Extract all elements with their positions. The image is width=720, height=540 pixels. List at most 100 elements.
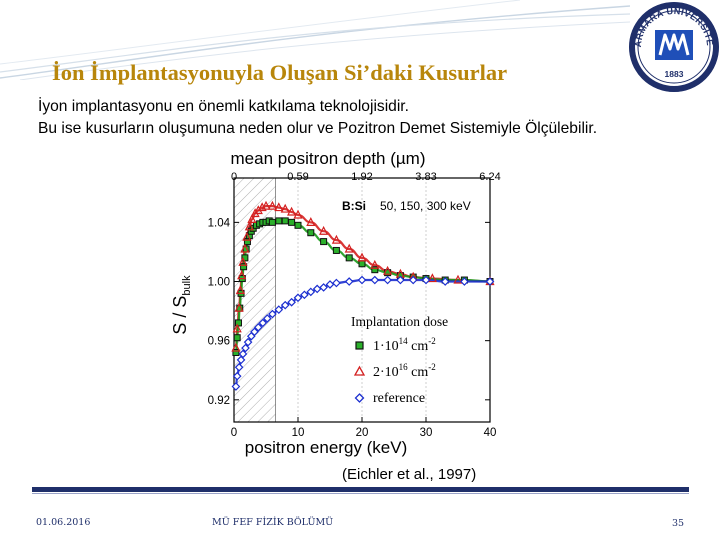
data-point-reference [421, 275, 431, 285]
y-tick-label: 0.92 [208, 395, 230, 407]
legend-label-2: 2·1016 cm-2 [373, 362, 436, 380]
data-point-reference [344, 277, 354, 286]
data-point-reference [231, 382, 241, 391]
x-tick-label: 30 [420, 427, 433, 439]
legend-marker-diamond [354, 393, 365, 403]
data-point-dose-2e16 [274, 202, 284, 212]
citation: (Eichler et al., 1997) [342, 466, 477, 483]
legend-entry-2: 2·1016 cm-2 [353, 362, 436, 380]
annotation-species: B:Si [342, 199, 366, 213]
data-point-reference [238, 349, 248, 359]
data-point-dose-2e16 [331, 234, 341, 244]
data-point-dose-1e14 [288, 218, 296, 226]
footer-department: MÜ FEF FİZİK BÖLÜMÜ [212, 517, 334, 528]
data-point-dose-2e16 [247, 214, 257, 224]
data-point-dose-2e16 [370, 259, 380, 269]
legend-marker-square [355, 341, 364, 350]
data-point-dose-2e16 [280, 203, 290, 213]
data-point-reference [274, 305, 284, 314]
data-point-dose-2e16 [244, 221, 254, 231]
data-point-reference [312, 284, 322, 294]
x-tick-label: 0 [231, 427, 237, 439]
legend-title: Implantation dose [351, 314, 448, 329]
data-point-reference [241, 343, 250, 353]
data-point-dose-1e14 [294, 221, 302, 229]
data-point-reference [234, 362, 244, 372]
data-point-dose-2e16 [357, 252, 367, 262]
positron-s-parameter-chart: mean positron depth (µm) positron energy… [170, 149, 501, 457]
data-point-reference [232, 371, 242, 381]
data-point-dose-2e16 [238, 256, 248, 266]
data-point-reference [440, 277, 450, 286]
data-point-reference [408, 275, 418, 285]
legend-marker-triangle [353, 365, 366, 376]
data-point-dose-2e16 [383, 265, 393, 275]
top-tick-label: 0.59 [287, 171, 308, 183]
y-tick-label: 0.96 [208, 336, 230, 348]
y-tick-label: 1.00 [208, 277, 230, 289]
data-point-dose-2e16 [287, 206, 297, 216]
annotation-energies: 50, 150, 300 keV [380, 199, 471, 213]
data-point-dose-2e16 [242, 231, 252, 241]
data-point-reference [357, 275, 367, 285]
data-point-reference [319, 283, 328, 292]
data-point-dose-2e16 [232, 323, 242, 333]
data-point-dose-2e16 [319, 225, 329, 235]
data-point-dose-2e16 [427, 273, 437, 283]
data-point-reference [383, 275, 392, 285]
data-point-dose-1e14 [371, 266, 379, 274]
legend-entry-3: reference [354, 391, 425, 406]
data-point-reference [332, 278, 341, 288]
data-point-reference [370, 275, 380, 285]
footer-date: 01.06.2016 [36, 517, 91, 528]
data-point-dose-1e14 [332, 246, 340, 254]
top-axis-label: mean positron depth (µm) [231, 149, 426, 168]
university-logo: MARMARA ÜNİVERSİTESİ 1883 [629, 2, 719, 92]
data-point-reference [262, 314, 272, 323]
data-point-reference [460, 277, 469, 286]
top-tick-label: 1.92 [351, 171, 372, 183]
y-axis-label-main: S / S [170, 296, 190, 335]
footer-divider [32, 487, 689, 492]
data-point-dose-1e14 [234, 319, 242, 327]
y-axis-label-sub: bulk [181, 275, 193, 296]
data-point-dose-1e14 [307, 229, 315, 237]
body-text-line-1: İyon implantasyonu en önemli katkılama t… [38, 98, 409, 115]
data-point-dose-1e14 [275, 217, 283, 225]
data-point-dose-1e14 [358, 260, 366, 268]
data-point-dose-2e16 [293, 209, 303, 219]
data-point-dose-2e16 [261, 200, 271, 210]
footer-divider-thin [32, 493, 689, 494]
data-point-dose-2e16 [267, 200, 277, 210]
legend-label-3: reference [373, 391, 425, 406]
slide-title: İon İmplantasyonuyla Oluşan Si’daki Kusu… [52, 60, 508, 85]
data-point-reference [396, 275, 405, 285]
data-point-dose-2e16 [306, 217, 316, 226]
x-tick-label: 40 [484, 427, 497, 439]
data-point-dose-1e14 [240, 263, 248, 271]
data-point-dose-1e14 [268, 218, 276, 226]
data-point-reference [293, 293, 303, 303]
data-point-dose-2e16 [344, 243, 354, 253]
data-point-dose-1e14 [233, 334, 241, 342]
data-point-reference [253, 323, 263, 332]
data-point-reference [258, 318, 268, 328]
legend-label-1: 1·1014 cm-2 [373, 336, 436, 354]
top-tick-label: 6.24 [479, 171, 500, 183]
data-point-dose-1e14 [281, 217, 289, 225]
page-number: 35 [672, 518, 685, 529]
logo-year: 1883 [665, 69, 684, 79]
body-text-line-2: Bu ise kusurların oluşumuna neden olur v… [38, 120, 598, 137]
data-point-dose-2e16 [231, 342, 241, 352]
data-point-reference [280, 300, 290, 310]
y-axis-label: S / Sbulk [170, 275, 193, 335]
data-point-dose-2e16 [235, 285, 245, 294]
data-point-dose-1e14 [232, 348, 240, 356]
data-point-dose-2e16 [453, 274, 463, 284]
data-point-reference [268, 309, 277, 319]
legend-entry-1: 1·1014 cm-2 [355, 336, 436, 354]
top-tick-label: 3.83 [415, 171, 436, 183]
top-tick-label: 0 [231, 171, 237, 183]
data-point-reference [250, 327, 259, 337]
data-point-reference [300, 290, 309, 300]
